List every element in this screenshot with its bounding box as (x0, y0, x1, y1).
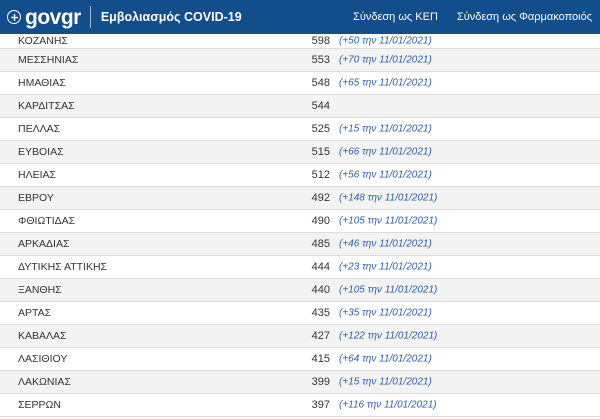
region-name: ΗΜΑΘΙΑΣ (18, 77, 66, 89)
region-name: ΜΕΣΣΗΝΙΑΣ (18, 54, 79, 66)
page-title: Εμβολιασμός COVID-19 (100, 10, 242, 24)
daily-change: (+105 την 11/01/2021) (339, 284, 438, 296)
daily-change: (+122 την 11/01/2021) (339, 330, 438, 342)
vaccination-count: 515 (311, 146, 330, 158)
daily-change: (+23 την 11/01/2021) (339, 261, 432, 273)
daily-change: (+15 την 11/01/2021) (339, 123, 432, 135)
region-name: ΛΑΣΙΘΙΟΥ (18, 353, 68, 365)
brand-logo-text: govgr (25, 5, 81, 29)
table-row: ΜΕΣΣΗΝΙΑΣ 553 (+70 την 11/01/2021) (0, 49, 600, 72)
daily-change: (+105 την 11/01/2021) (339, 215, 438, 227)
vaccination-count: 512 (311, 169, 330, 181)
pharmacist-login-link[interactable]: Σύνδεση ως Φαρμακοποιός (456, 11, 592, 23)
table-row: ΦΘΙΩΤΙΔΑΣ 490 (+105 την 11/01/2021) (0, 210, 600, 233)
region-name: ΗΛΕΙΑΣ (18, 169, 57, 181)
region-name: ΞΑΝΘΗΣ (18, 284, 62, 296)
region-name: ΚΑΡΔΙΤΣΑΣ (18, 100, 75, 112)
region-name: ΛΑΚΩΝΙΑΣ (18, 376, 71, 388)
region-name: ΦΘΙΩΤΙΔΑΣ (18, 215, 76, 227)
region-name: ΑΡΤΑΣ (18, 307, 52, 319)
table-row: ΑΡΤΑΣ 435 (+35 την 11/01/2021) (0, 302, 600, 325)
vaccination-count: 492 (311, 192, 330, 204)
vaccination-count: 525 (311, 123, 330, 135)
region-name: ΚΟΖΑΝΗΣ (18, 35, 68, 47)
header-divider (89, 6, 91, 28)
region-name: ΑΡΚΑΔΙΑΣ (18, 238, 70, 250)
daily-change: (+65 την 11/01/2021) (339, 77, 432, 89)
daily-change: (+56 την 11/01/2021) (339, 169, 432, 181)
table-row: ΞΑΝΘΗΣ 440 (+105 την 11/01/2021) (0, 279, 600, 302)
govgr-logo[interactable]: govgr (7, 7, 81, 28)
vaccination-count: 415 (311, 353, 330, 365)
vaccination-table: ΚΟΖΑΝΗΣ 598 (+50 την 11/01/2021) ΜΕΣΣΗΝΙΑΣ 5… (0, 34, 600, 417)
site-header: govgr Εμβολιασμός COVID-19 Σύνδεση ως ΚΕ… (0, 0, 600, 34)
vaccination-count: 440 (311, 284, 330, 296)
table-row: ΕΒΡΟΥ 492 (+148 την 11/01/2021) (0, 187, 600, 210)
table-row: ΣΕΡΡΩΝ 397 (+116 την 11/01/2021) (0, 394, 600, 417)
table-row: ΚΑΒΑΛΑΣ 427 (+122 την 11/01/2021) (0, 325, 600, 348)
daily-change: (+15 την 11/01/2021) (339, 376, 432, 388)
daily-change: (+50 την 11/01/2021) (339, 35, 432, 47)
daily-change: (+70 την 11/01/2021) (339, 54, 432, 66)
vaccination-count: 598 (311, 35, 330, 47)
table-row: ΠΕΛΛΑΣ 525 (+15 την 11/01/2021) (0, 118, 600, 141)
vaccination-count: 544 (311, 100, 330, 112)
table-row: ΔΥΤΙΚΗΣ ΑΤΤΙΚΗΣ 444 (+23 την 11/01/2021) (0, 256, 600, 279)
region-name: ΚΑΒΑΛΑΣ (18, 330, 67, 342)
table-row: ΛΑΣΙΘΙΟΥ 415 (+64 την 11/01/2021) (0, 348, 600, 371)
daily-change: (+64 την 11/01/2021) (339, 353, 432, 365)
vaccination-count: 553 (311, 54, 330, 66)
table-row: ΗΜΑΘΙΑΣ 548 (+65 την 11/01/2021) (0, 72, 600, 95)
table-row: ΑΡΚΑΔΙΑΣ 485 (+46 την 11/01/2021) (0, 233, 600, 256)
daily-change: (+148 την 11/01/2021) (339, 192, 438, 204)
vaccination-count: 435 (311, 307, 330, 319)
daily-change: (+46 την 11/01/2021) (339, 238, 432, 250)
vaccination-count: 399 (311, 376, 330, 388)
table-row: ΚΟΖΑΝΗΣ 598 (+50 την 11/01/2021) (0, 34, 600, 49)
vaccination-count: 548 (311, 77, 330, 89)
vaccination-count: 485 (311, 238, 330, 250)
table-row: ΗΛΕΙΑΣ 512 (+56 την 11/01/2021) (0, 164, 600, 187)
region-name: ΣΕΡΡΩΝ (18, 399, 61, 411)
header-nav: Σύνδεση ως ΚΕΠ Σύνδεση ως Φαρμακοποιός (353, 0, 600, 34)
table-row: ΕΥΒΟΙΑΣ 515 (+66 την 11/01/2021) (0, 141, 600, 164)
daily-change: (+66 την 11/01/2021) (339, 146, 432, 158)
daily-change: (+35 την 11/01/2021) (339, 307, 432, 319)
region-name: ΠΕΛΛΑΣ (18, 123, 61, 135)
vaccination-count: 397 (311, 399, 330, 411)
region-name: ΕΒΡΟΥ (18, 192, 54, 204)
vaccination-count: 444 (311, 261, 330, 273)
region-name: ΕΥΒΟΙΑΣ (18, 146, 64, 158)
table-row: ΚΑΡΔΙΤΣΑΣ 544 (0, 95, 600, 118)
kep-login-link[interactable]: Σύνδεση ως ΚΕΠ (353, 11, 438, 23)
table-row: ΛΑΚΩΝΙΑΣ 399 (+15 την 11/01/2021) (0, 371, 600, 394)
greek-emblem-icon (7, 10, 21, 24)
vaccination-count: 427 (311, 330, 330, 342)
vaccination-count: 490 (311, 215, 330, 227)
daily-change: (+116 την 11/01/2021) (339, 399, 437, 411)
region-name: ΔΥΤΙΚΗΣ ΑΤΤΙΚΗΣ (18, 261, 108, 273)
